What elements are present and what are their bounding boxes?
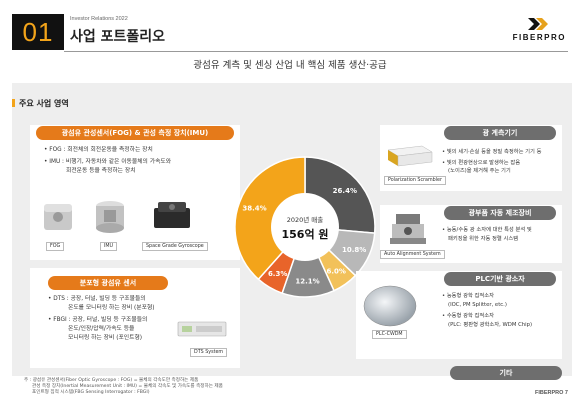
auto-alignment-photo [390, 214, 426, 244]
dts-bullets: • DTS : 공장, 터널, 빌딩 등 구조물들의 온도를 모니터링 하는 장… [48, 296, 155, 341]
footnotes: 주 : 광섬유 관성센서(Fiber Optic Gyroscope : FOG… [24, 378, 223, 395]
fog-imu-card [30, 125, 240, 260]
auto-alignment-bullets: • 능동/수동 광 소자에 대한 특성 분석 및 패키징을 위한 자동 정렬 시… [442, 227, 532, 242]
donut-slice-label-1: 10.8% [342, 246, 366, 254]
fog-imu-bullets: • FOG : 회전체의 회전운동을 측정하는 장치 • IMU : 비행기, … [44, 147, 172, 174]
space-gyroscope-caption: Space Grade Gyroscope [142, 242, 208, 251]
donut-center-label: 2020년 매출 [287, 215, 324, 224]
donut-slice-label-0: 26.4% [333, 187, 357, 195]
imu-photo [96, 201, 124, 233]
fog-caption: FOG [46, 242, 65, 251]
dts-caption: DTS System [190, 348, 228, 357]
polarization-scrambler-photo [387, 145, 433, 167]
header-subtitle: Investor Relations 2022 [70, 16, 128, 22]
plc-cwdm-caption: PLC-CWDM [372, 330, 407, 339]
plc-bullets: • 능동형 광학 집적소자 (IOC, PM Splitter, etc.) •… [442, 293, 533, 328]
plc-cwdm-photo [363, 285, 417, 327]
page-number: FIBERPRO 7 [534, 390, 568, 396]
section-number: 01 [12, 14, 64, 50]
panel-heading: 주요 사업 영역 [12, 98, 69, 109]
logo-chevron-icon [526, 18, 548, 30]
donut-slice-label-4: 6.3% [268, 270, 287, 278]
fog-imu-title: 광섬유 관성센서(FOG) & 관성 측정 장치(IMU) [36, 126, 234, 140]
imu-caption: IMU [100, 242, 118, 251]
logo-text: FIBERPRO [512, 33, 566, 42]
dts-title: 분포형 광섬유 센서 [48, 276, 168, 290]
donut-slice-label-2: 6.0% [326, 268, 345, 276]
header-divider [64, 51, 568, 52]
donut-hole [271, 193, 339, 261]
page-title: 사업 포트폴리오 [70, 29, 166, 45]
company-logo: FIBERPRO [496, 18, 566, 44]
auto-alignment-caption: Auto Alignment System [380, 250, 445, 259]
donut-slice-label-5: 38.4% [242, 204, 266, 212]
auto-alignment-title: 광부품 자동 제조장비 [444, 206, 556, 220]
dts-photo [177, 321, 227, 337]
polarization-scrambler-caption: Polarization Scrambler [384, 176, 446, 185]
space-gyroscope-photo [154, 202, 190, 228]
measurement-title: 광 계측기기 [444, 126, 556, 140]
donut-slice-5 [234, 156, 306, 281]
measurement-bullets: • 빛의 세기·손실 등을 정밀 측정하는 기기 등 • 빛의 편광현상으로 발… [442, 149, 542, 174]
page-tagline: 광섬유 계측 및 센싱 산업 내 핵심 제품 생산·공급 [193, 60, 387, 71]
donut-slice-label-3: 12.1% [295, 277, 319, 285]
plc-title: PLC기반 광소자 [444, 272, 556, 286]
fog-photo [44, 204, 72, 230]
donut-center-value: 156억 원 [281, 227, 328, 241]
revenue-donut-chart: 2020년 매출 156억 원 26.4% 10.8% 6.0% 12.1% 6.3% 3… [234, 156, 376, 298]
other-category-pill: 기타 [450, 366, 562, 380]
